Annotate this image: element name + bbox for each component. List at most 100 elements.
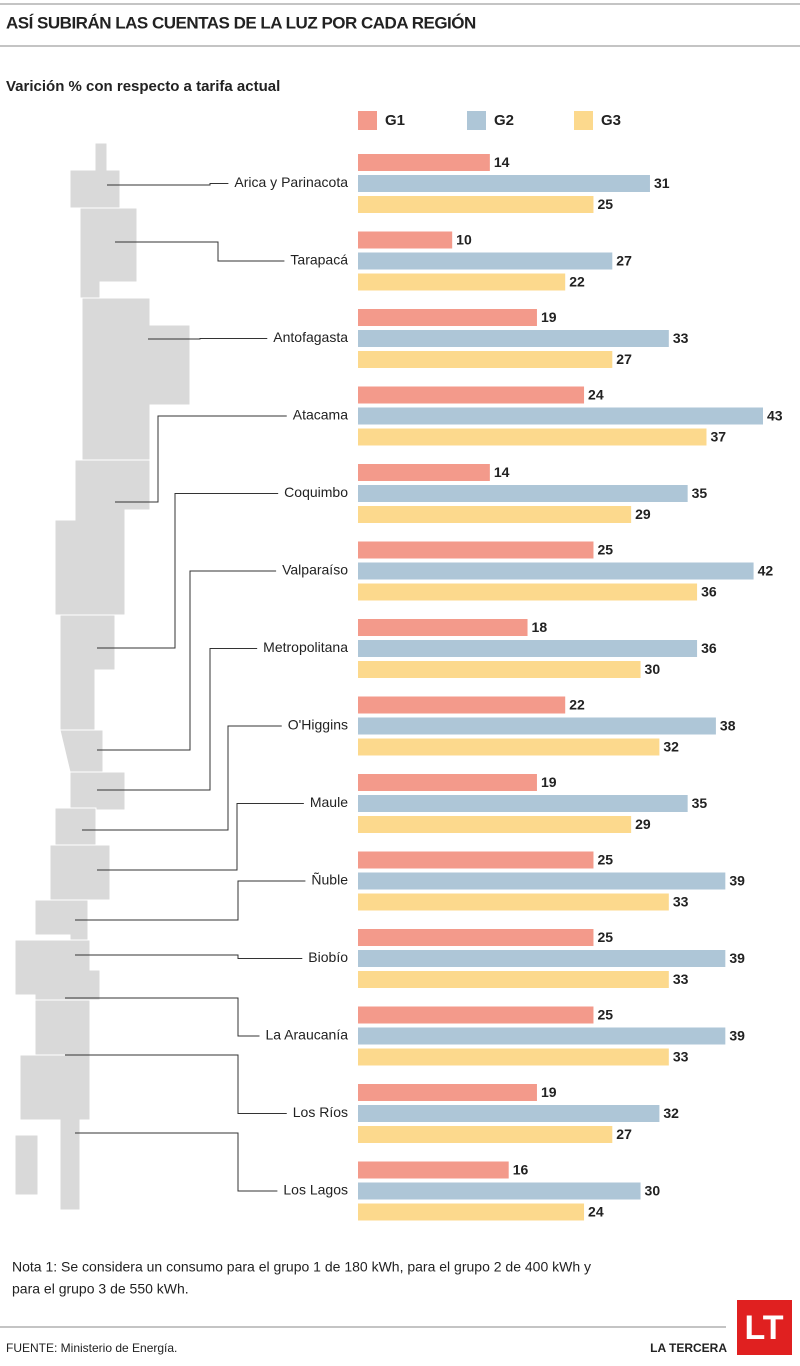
value-label: 29 — [635, 816, 651, 832]
map — [14, 142, 191, 1211]
bar — [358, 175, 650, 192]
bar — [358, 774, 537, 791]
bar — [358, 583, 698, 601]
connector — [115, 415, 287, 503]
value-label: 25 — [597, 852, 613, 868]
value-label: 14 — [494, 154, 510, 170]
chart-subtitle: Varición % con respecto a tarifa actual — [6, 78, 280, 95]
value-label: 36 — [701, 640, 717, 656]
bar — [358, 1006, 594, 1024]
value-label: 33 — [673, 894, 689, 910]
connector — [107, 183, 229, 186]
bar — [358, 273, 566, 291]
note: Nota 1: Se considera un consumo para el … — [12, 1259, 591, 1275]
bar — [358, 950, 726, 967]
connector — [75, 954, 303, 959]
value-label: 27 — [616, 351, 632, 367]
bar — [358, 851, 594, 869]
category-label: La Araucanía — [265, 1027, 348, 1043]
bar — [358, 154, 490, 171]
legend-swatch — [574, 111, 593, 130]
legend-swatch — [358, 111, 377, 130]
bar — [358, 1203, 585, 1221]
legend-swatch — [467, 111, 486, 130]
connector — [65, 997, 260, 1037]
bar — [358, 1084, 537, 1101]
value-label: 37 — [710, 429, 726, 445]
bar — [358, 619, 528, 636]
bar — [358, 971, 669, 988]
value-label: 24 — [588, 1204, 604, 1220]
value-label: 19 — [541, 309, 557, 325]
value-label: 35 — [692, 485, 708, 501]
bar — [358, 1048, 669, 1066]
value-label: 19 — [541, 774, 557, 790]
value-label: 27 — [616, 253, 632, 269]
bar — [358, 196, 594, 213]
value-label: 16 — [513, 1162, 529, 1178]
category-label: Tarapacá — [290, 252, 348, 268]
value-label: 25 — [597, 1007, 613, 1023]
value-label: 39 — [729, 1028, 745, 1044]
value-label: 42 — [758, 563, 774, 579]
value-label: 32 — [663, 739, 679, 755]
value-label: 25 — [597, 542, 613, 558]
connector — [75, 880, 306, 921]
publisher: LA TERCERA — [650, 1341, 727, 1355]
bar — [358, 541, 594, 559]
category-label: Los Lagos — [283, 1182, 348, 1198]
logo: LT — [744, 1309, 783, 1347]
category-label: O'Higgins — [288, 717, 348, 733]
bar — [358, 1105, 660, 1122]
bar — [358, 1161, 509, 1179]
bar — [358, 640, 698, 657]
bar — [358, 872, 726, 890]
category-label: Los Ríos — [293, 1104, 348, 1120]
bar — [358, 1182, 641, 1200]
note: para el grupo 3 de 550 kWh. — [12, 1281, 189, 1297]
value-label: 33 — [673, 330, 689, 346]
bar — [358, 231, 453, 249]
category-label: Ñuble — [311, 872, 348, 888]
source: FUENTE: Ministerio de Energía. — [6, 1341, 177, 1355]
value-label: 25 — [597, 196, 613, 212]
connector — [97, 493, 279, 649]
category-label: Valparaíso — [282, 562, 348, 578]
value-label: 33 — [673, 1049, 689, 1065]
value-label: 32 — [663, 1105, 679, 1121]
value-label: 22 — [569, 697, 585, 713]
bar — [358, 696, 566, 714]
value-label: 22 — [569, 274, 585, 290]
value-label: 31 — [654, 175, 670, 191]
category-label: Coquimbo — [284, 484, 348, 500]
value-label: 19 — [541, 1084, 557, 1100]
bar — [358, 309, 537, 326]
connector — [75, 1132, 278, 1192]
value-label: 38 — [720, 718, 736, 734]
value-label: 29 — [635, 506, 651, 522]
connector — [65, 1054, 287, 1114]
value-label: 27 — [616, 1126, 632, 1142]
value-label: 33 — [673, 971, 689, 987]
logo-box — [737, 1300, 792, 1355]
category-label: Atacama — [293, 407, 348, 423]
value-label: 39 — [729, 950, 745, 966]
connector — [97, 648, 258, 791]
bar — [358, 738, 660, 756]
bar — [358, 386, 585, 404]
bar — [358, 795, 688, 812]
connector — [97, 570, 277, 751]
chart-title: ASÍ SUBIRÁN LAS CUENTAS DE LA LUZ POR CA… — [6, 13, 476, 32]
category-label: Arica y Parinacota — [234, 174, 348, 190]
connectors — [65, 183, 306, 1192]
value-label: 35 — [692, 795, 708, 811]
value-label: 25 — [597, 929, 613, 945]
bar — [358, 1126, 613, 1143]
connector — [115, 241, 285, 262]
value-label: 30 — [645, 1183, 661, 1199]
value-label: 18 — [532, 619, 548, 635]
bar — [358, 351, 613, 368]
bar — [358, 428, 707, 446]
